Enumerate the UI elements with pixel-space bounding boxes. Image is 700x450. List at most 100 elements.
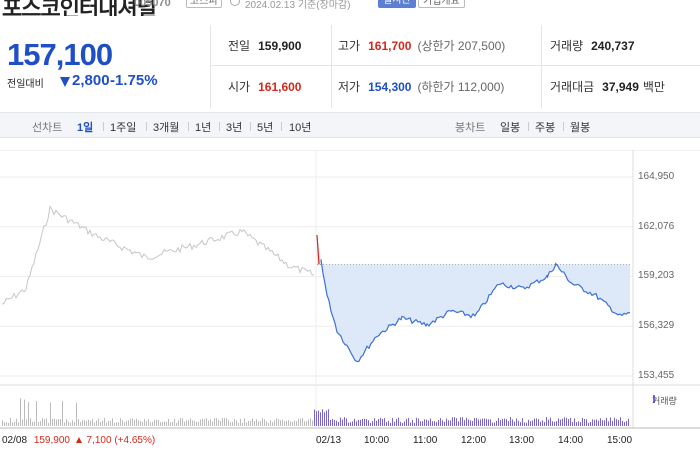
volume-bar [248,420,249,426]
volume-bar [494,422,495,426]
prev-close-stat: 전일 159,900 [228,39,302,53]
volume-bar [146,421,147,426]
volume-bar [548,419,549,426]
volume-bar [588,422,589,426]
volume-bar [232,421,233,426]
high-stat: 고가 161,700 (상한가 207,500) [338,39,506,53]
volume-bar [324,412,325,426]
stats-row: 시가 161,600 저가 154,300 (하한가 112,000) 거래대금 37,… [211,66,700,107]
y-tick-label: 162,076 [638,220,675,232]
volume-bar [372,421,373,426]
volume-bar [280,420,281,426]
volume-bar [178,420,179,426]
volume-bar [420,421,421,426]
realtime-button[interactable]: 실시간 [378,0,416,8]
x-tick-label: 14:00 [558,435,584,446]
volume-bar [624,422,625,426]
divider [563,122,564,131]
volume-bar [606,417,607,426]
period-tab-3y[interactable]: 3년 [226,122,243,134]
volume-bar [386,421,387,426]
volume-bar [282,419,283,426]
volume-bar [532,420,533,426]
x-tick-label: 11:00 [413,435,438,446]
period-tab-5y[interactable]: 5년 [257,122,274,134]
line-chart-label[interactable]: 선차트 [32,122,63,134]
volume-bar [166,421,167,426]
down-arrow-icon [60,77,70,87]
volume-bar [516,418,517,426]
volume-bar [596,419,597,426]
candle-tab-daily[interactable]: 일봉 [500,122,521,134]
prev-day-price: 159,900 [33,435,70,446]
volume-bar [562,418,563,426]
volume-bar [582,417,583,426]
volume-bar [560,419,561,426]
volume-bar [446,418,447,426]
prev-day-change: 7,100 (+4.65%) [86,435,156,446]
open-stat: 시가 161,600 [228,80,302,94]
volume-bar [600,418,601,426]
volume-bar [236,420,237,426]
volume-bar [54,418,55,426]
period-tab-10y[interactable]: 10년 [289,122,312,134]
volume-bar [238,422,239,426]
volume-bar [108,420,109,426]
volume-bar [608,421,609,426]
period-tab-1d[interactable]: 1일 [77,122,94,134]
volume-bar [604,420,605,426]
volume-bar [40,421,41,426]
volume-bar [432,421,433,426]
volume-bar [460,417,461,426]
divider [250,122,251,131]
volume-bar [164,421,165,426]
volume-bar [314,409,315,426]
volume-bar [574,418,575,426]
company-overview-button[interactable]: 기업개요 [418,0,465,8]
volume-bar [290,421,291,426]
volume-bar [342,419,343,426]
volume-bar [132,418,133,426]
prev-day-price-line [1,204,314,305]
volume-bar [462,417,463,426]
volume-bar [374,418,375,426]
candle-tab-monthly[interactable]: 월봉 [570,122,591,134]
quote-date: 2024.02.13 기준(장마감) [245,0,351,11]
volume-bar [530,421,531,426]
volume-bar [440,418,441,426]
up-arrow-icon [75,437,82,443]
volume-bar [590,421,591,426]
volume-bar [300,418,301,426]
x-tick-label: 15:00 [607,435,633,446]
candle-tab-weekly[interactable]: 주봉 [535,122,556,134]
volume-bar [276,418,277,426]
volume-bar [206,418,207,426]
volume-bar [112,418,113,426]
period-tab-1y[interactable]: 1년 [195,122,212,134]
volume-legend-label: 거래량 [652,396,677,406]
volume-bar [38,422,39,426]
price-area-fill [317,234,630,362]
volume-bar [308,419,309,426]
volume-bar [184,421,185,426]
volume-bar [482,418,483,426]
volume-bar [626,421,627,426]
volume-bar [74,421,75,426]
volume-bar [544,421,545,426]
period-tab-1w[interactable]: 1주일 [110,122,137,134]
price-chart[interactable]: 164,950 162,076 159,203 156,329 153,455 02/1… [0,150,700,450]
volume-bar [346,418,347,426]
volume-bar [204,419,205,426]
volume-bar [250,421,251,426]
volume-bar [352,421,353,426]
volume-bar [558,418,559,426]
period-tab-3m[interactable]: 3개월 [153,122,180,134]
volume-bar [16,418,17,426]
volume-bar [46,418,47,426]
candle-chart-label[interactable]: 봉차트 [455,122,486,134]
volume-bar [304,421,305,426]
divider [528,122,529,131]
volume-bar [546,417,547,426]
volume-bar [240,418,241,426]
volume-bar [76,402,77,426]
